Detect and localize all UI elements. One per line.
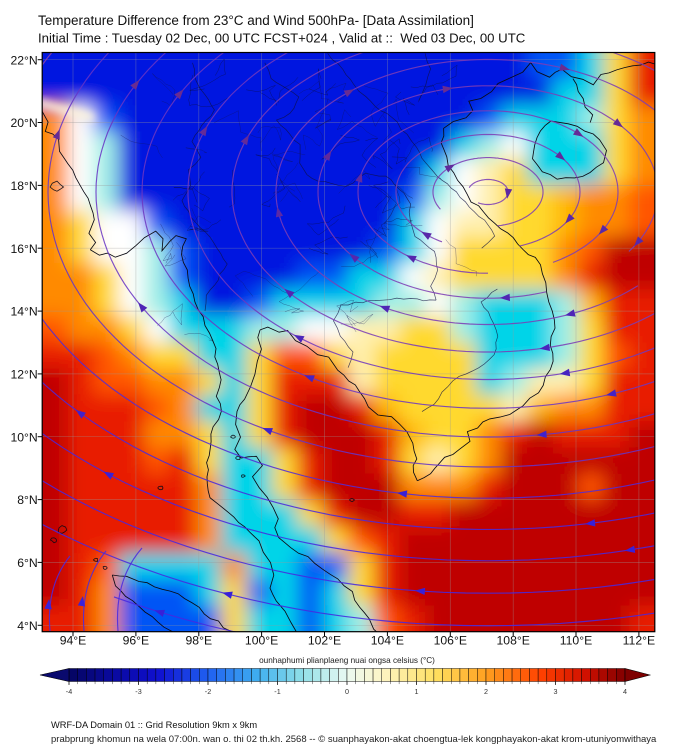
svg-text:-1: -1 — [274, 687, 280, 696]
svg-text:4°N: 4°N — [17, 619, 37, 633]
svg-text:8°N: 8°N — [17, 493, 37, 507]
svg-text:20°N: 20°N — [10, 116, 37, 130]
svg-text:102°E: 102°E — [308, 634, 341, 648]
svg-text:2: 2 — [484, 687, 488, 696]
svg-text:100°E: 100°E — [245, 634, 278, 648]
svg-text:prabprung khomun na wela 07:00: prabprung khomun na wela 07:00n. wan o. … — [51, 734, 657, 745]
svg-text:94°E: 94°E — [60, 634, 87, 648]
svg-text:10°N: 10°N — [10, 430, 37, 444]
svg-text:-3: -3 — [135, 687, 141, 696]
svg-text:18°N: 18°N — [10, 179, 37, 193]
svg-text:106°E: 106°E — [434, 634, 467, 648]
svg-text:110°E: 110°E — [560, 634, 592, 648]
svg-text:98°E: 98°E — [186, 634, 213, 648]
svg-text:0: 0 — [345, 687, 349, 696]
svg-text:14°N: 14°N — [10, 305, 37, 319]
svg-text:ounhaphumi plianplaeng nuai on: ounhaphumi plianplaeng nuai ongsa celsiu… — [259, 656, 435, 665]
svg-text:112°E: 112°E — [623, 634, 655, 648]
svg-text:3: 3 — [554, 687, 558, 696]
svg-text:1: 1 — [415, 687, 419, 696]
svg-text:WRF-DA Domain 01 :: Grid Resol: WRF-DA Domain 01 :: Grid Resolution 9km … — [51, 720, 257, 730]
svg-text:Temperature Difference from 23: Temperature Difference from 23°C and Win… — [38, 13, 474, 28]
svg-text:4: 4 — [623, 687, 627, 696]
svg-text:108°E: 108°E — [497, 634, 530, 648]
svg-text:104°E: 104°E — [371, 634, 404, 648]
svg-text:16°N: 16°N — [10, 242, 37, 256]
svg-text:-4: -4 — [66, 687, 72, 696]
svg-text:-2: -2 — [205, 687, 211, 696]
svg-text:Initial Time : Tuesday 02 Dec,: Initial Time : Tuesday 02 Dec, 00 UTC FC… — [38, 31, 526, 46]
svg-text:96°E: 96°E — [123, 634, 150, 648]
svg-text:6°N: 6°N — [17, 556, 37, 570]
svg-text:12°N: 12°N — [10, 368, 37, 382]
svg-text:22°N: 22°N — [10, 53, 37, 67]
